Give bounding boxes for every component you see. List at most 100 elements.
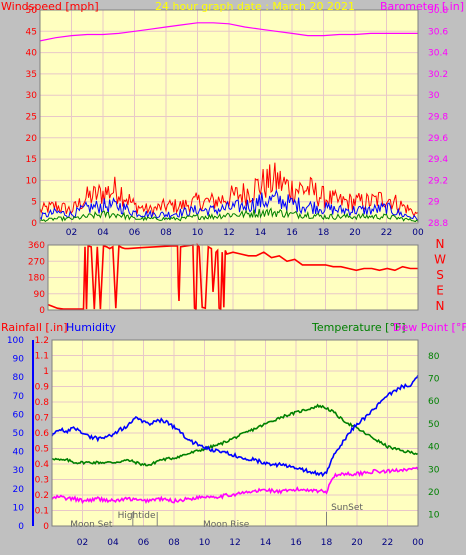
rainfall-axis-label: Rainfall [.in]	[1, 321, 68, 334]
x-tick-label: 08	[168, 538, 180, 548]
humidity-tick-label: 50	[13, 429, 25, 439]
windspeed-tick-label: 0	[31, 219, 37, 229]
rainfall-tick-label: 0.7	[35, 414, 49, 424]
barometer-tick-label: 29.4	[428, 155, 448, 165]
windspeed-tick-label: 10	[26, 176, 38, 186]
barometer-tick-label: 30.8	[428, 6, 448, 16]
rainfall-tick-label: 0.1	[35, 507, 49, 517]
x-tick-label: 04	[97, 228, 109, 238]
humidity-tick-label: 90	[13, 355, 25, 365]
windspeed-tick-label: 40	[26, 49, 38, 59]
temperature-tick-label: 10	[428, 511, 440, 521]
x-tick-label: 10	[192, 228, 204, 238]
humidity-tick-label: 40	[13, 448, 25, 458]
x-tick-label: 08	[160, 228, 172, 238]
rainfall-tick-label: 1	[43, 367, 49, 377]
rainfall-tick-label: 0.5	[35, 445, 49, 455]
humidity-tick-label: 30	[13, 466, 25, 476]
compass-label-s: S	[436, 268, 444, 282]
temp-humidity-series	[51, 375, 419, 505]
x-tick-label: 20	[351, 538, 363, 548]
humidity-tick-label: 100	[7, 336, 24, 346]
direction-tick-label: 90	[34, 290, 46, 300]
windspeed-tick-label: 45	[26, 27, 37, 37]
temperature-tick-label: 30	[428, 465, 440, 475]
rainfall-tick-label: 0.3	[35, 476, 49, 486]
barometer-axis-label: Barometer [.in]	[380, 0, 464, 13]
temperature-tick-label: 60	[428, 397, 440, 407]
x-tick-label: 02	[66, 228, 77, 238]
direction-tick-label: 270	[28, 257, 45, 267]
x-tick-label: 00	[412, 228, 424, 238]
barometer-tick-label: 30.4	[428, 49, 448, 59]
temperature-axis-label: Temperature [°F]	[311, 321, 406, 334]
compass-label-e: E	[436, 284, 444, 298]
wind-direction-series	[47, 242, 418, 311]
rainfall-tick-label: 0	[43, 522, 49, 532]
windspeed-tick-label: 5	[31, 198, 37, 208]
humidity-line	[51, 375, 419, 478]
temperature-tick-label: 80	[428, 352, 440, 362]
x-tick-label: 06	[129, 228, 141, 238]
x-tick-label: 12	[223, 228, 234, 238]
x-tick-label: 12	[229, 538, 240, 548]
barometer-tick-label: 30.2	[428, 70, 448, 80]
rainfall-tick-label: 0.8	[35, 398, 50, 408]
windspeed-tick-label: 15	[26, 155, 37, 165]
wind-direction-tick-labels: 0 90 180 270 360	[28, 241, 45, 316]
windspeed-axis-label: Windspeed [mph]	[1, 0, 99, 13]
wind-direction-frame	[47, 244, 419, 311]
x-tick-label: 02	[77, 538, 88, 548]
barometer-tick-label: 29.6	[428, 134, 448, 144]
astronomical-annotations: Moon Set Hightide Moon Rise SunSet	[70, 503, 363, 530]
annotation-moon-set: Moon Set	[70, 520, 113, 530]
direction-tick-label: 180	[28, 274, 45, 284]
temp-humidity-frame	[51, 339, 419, 527]
temperature-tick-label: 50	[428, 420, 440, 430]
humidity-tick-label: 0	[18, 522, 24, 532]
windspeed-tick-label: 30	[26, 91, 38, 101]
temperature-tick-label: 70	[428, 375, 440, 385]
barometer-tick-label: 28.8	[428, 219, 448, 229]
temp-humidity-tick-labels: 0 0.1 0.2 0.3 0.4 0.5 0.6 0.7 0.8 0.9 1 1.1 1.2 0 10 20…	[7, 336, 440, 548]
x-tick-label: 18	[318, 228, 330, 238]
barometer-tick-label: 30	[428, 91, 440, 101]
barometer-tick-label: 30.6	[428, 27, 448, 37]
windspeed-tick-label: 35	[26, 70, 37, 80]
x-tick-label: 22	[382, 538, 393, 548]
temperature-line	[51, 403, 419, 467]
x-tick-label: 14	[260, 538, 272, 548]
x-tick-label: 06	[138, 538, 150, 548]
windspeed-tick-label: 25	[26, 113, 37, 123]
annotation-sunset: SunSet	[331, 503, 363, 513]
humidity-axis-label: Humidity	[66, 321, 116, 334]
rainfall-tick-label: 0.6	[35, 429, 50, 439]
barometer-tick-label: 29.2	[428, 176, 448, 186]
x-tick-label: 18	[321, 538, 333, 548]
direction-tick-label: 360	[28, 241, 45, 251]
x-tick-label: 14	[255, 228, 267, 238]
direction-tick-label: 0	[39, 306, 45, 316]
rainfall-tick-label: 1.2	[35, 336, 49, 346]
x-tick-label: 10	[199, 538, 211, 548]
x-tick-label: 00	[412, 538, 424, 548]
compass-label-n: N	[436, 299, 445, 313]
windspeed-tick-label: 20	[26, 134, 38, 144]
x-tick-label: 22	[381, 228, 392, 238]
wind-baro-tick-labels: 0 5 10 15 20 25 30 35 40 45 50 28.8 29 29.2 29.4 29.6 29…	[26, 6, 449, 238]
humidity-tick-label: 10	[13, 503, 25, 513]
x-tick-label: 16	[286, 228, 298, 238]
humidity-tick-label: 20	[13, 485, 25, 495]
wind-baro-frame	[39, 9, 419, 224]
humidity-tick-label: 70	[13, 392, 25, 402]
humidity-tick-label: 60	[13, 410, 25, 420]
compass-label-n: N	[436, 237, 445, 251]
chart-title: 24 hour graph date : March 20 2021	[155, 0, 355, 13]
x-tick-label: 16	[290, 538, 302, 548]
rainfall-tick-label: 0.4	[35, 460, 50, 470]
dewpoint-axis-label: Dew Point [°F]	[393, 321, 466, 334]
barometer-tick-label: 29	[428, 198, 440, 208]
